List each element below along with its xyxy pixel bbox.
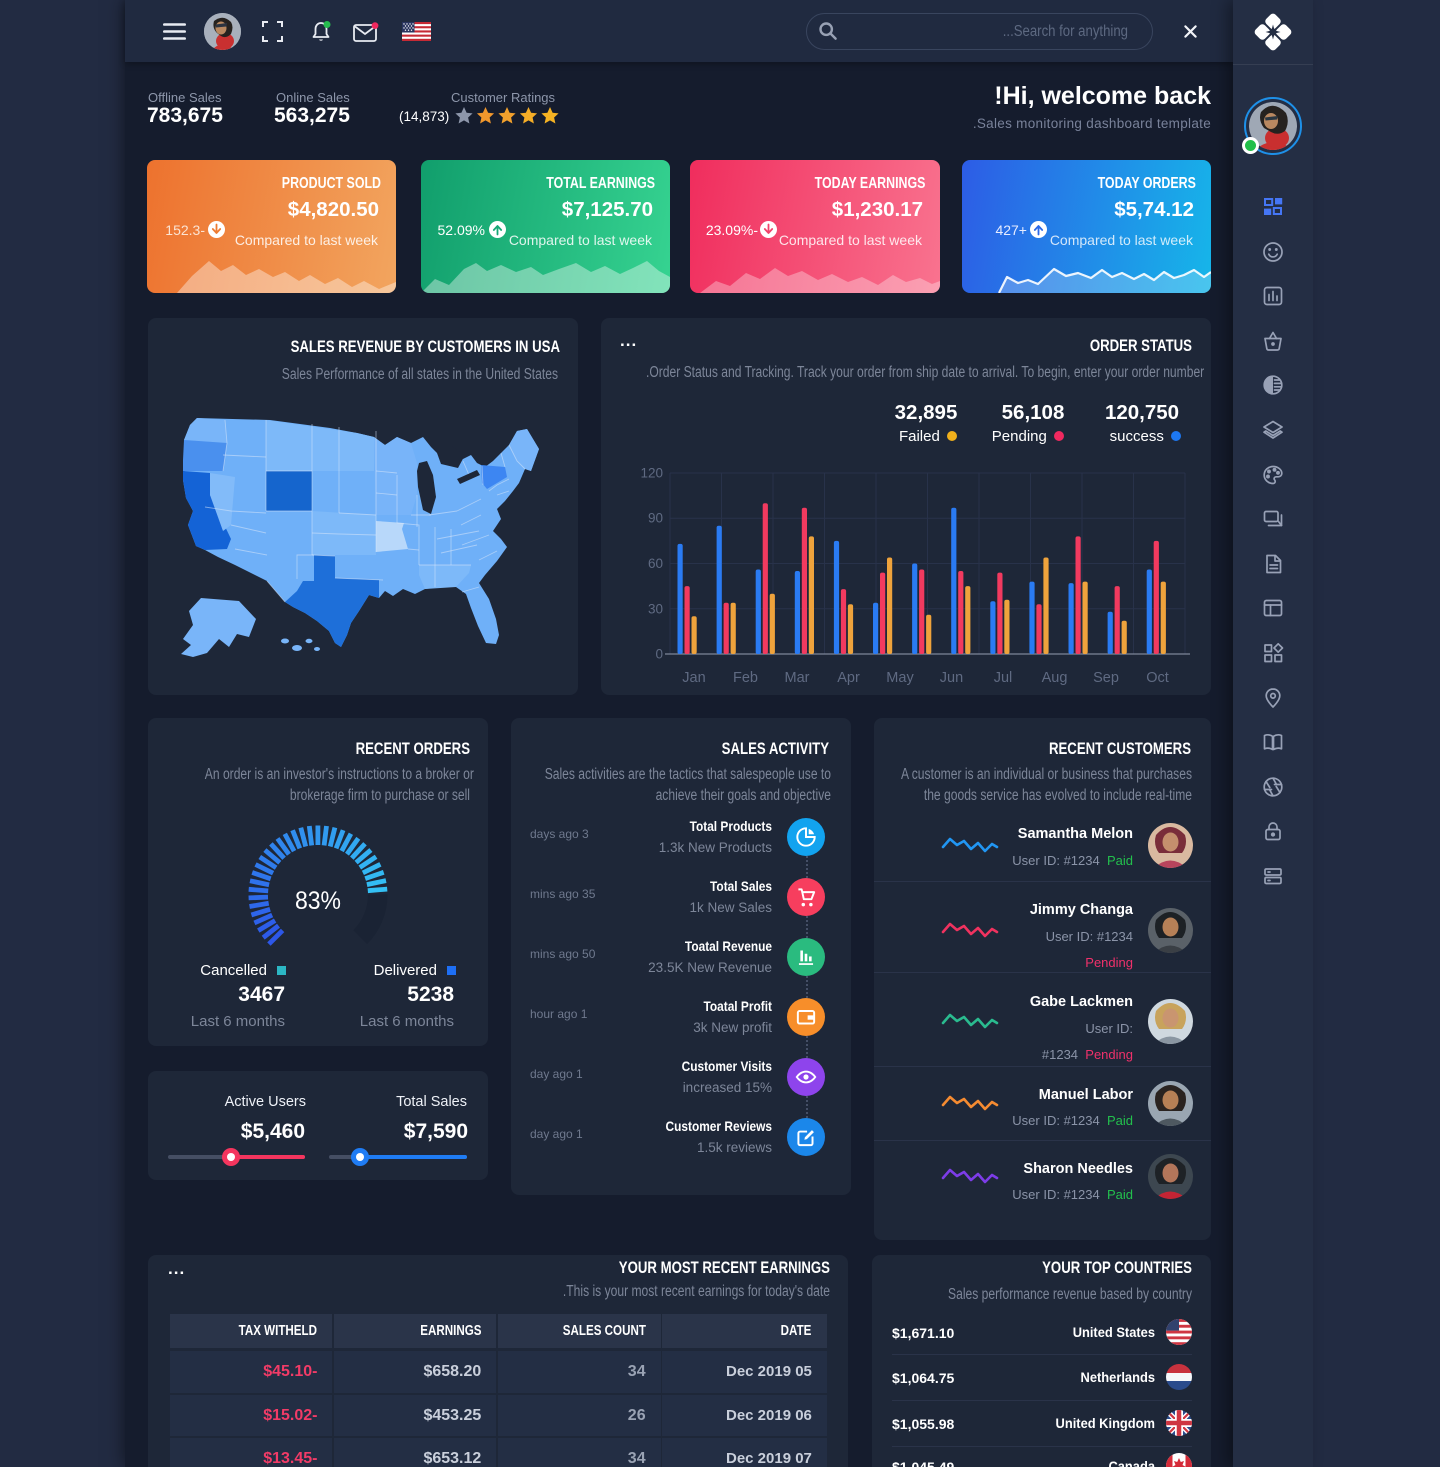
svg-text:60: 60 xyxy=(648,556,663,571)
svg-text:Jul: Jul xyxy=(994,670,1013,686)
svg-text:Feb: Feb xyxy=(733,670,758,686)
svg-text:Mar: Mar xyxy=(785,670,810,686)
svg-text:Jun: Jun xyxy=(940,670,963,686)
svg-text:120: 120 xyxy=(640,466,663,481)
svg-text:Sep: Sep xyxy=(1093,670,1119,686)
svg-text:Apr: Apr xyxy=(837,670,860,686)
svg-text:Oct: Oct xyxy=(1146,670,1169,686)
svg-text:Jan: Jan xyxy=(682,670,705,686)
svg-text:Aug: Aug xyxy=(1042,670,1068,686)
svg-text:90: 90 xyxy=(648,511,663,526)
svg-text:30: 30 xyxy=(648,601,663,616)
svg-text:May: May xyxy=(886,670,914,686)
svg-text:0: 0 xyxy=(655,647,663,662)
